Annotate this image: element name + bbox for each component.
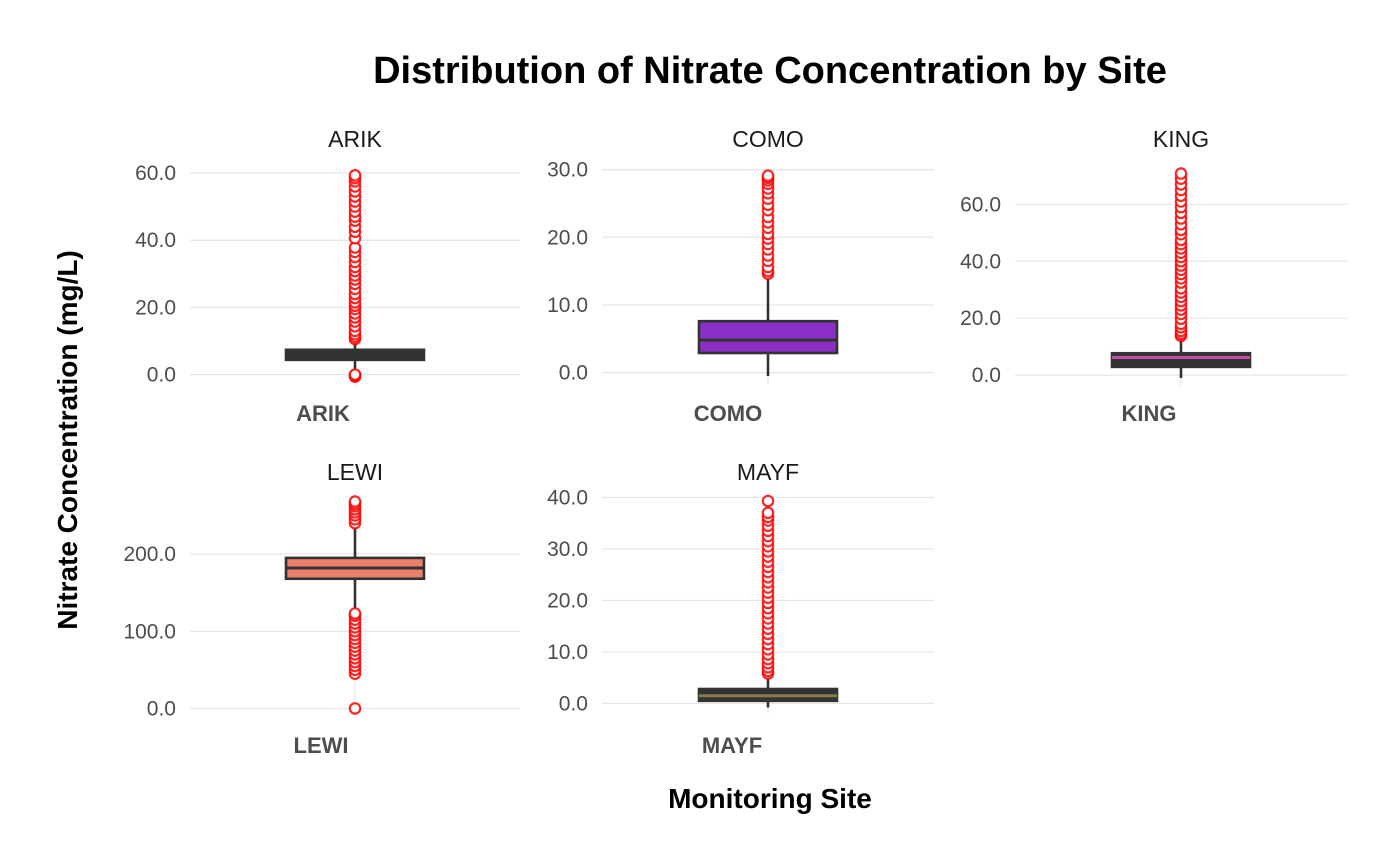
y-tick-label: 60.0	[960, 193, 1001, 216]
y-tick-label: 40.0	[135, 229, 176, 252]
y-tick-label: 40.0	[547, 486, 588, 509]
box-iqr	[697, 319, 839, 355]
outlier-point	[761, 506, 775, 520]
facet-panel-arik: 0.0 20.0 40.0 60.0 ARIK ARIK	[135, 126, 520, 426]
box-iqr	[1110, 351, 1252, 369]
y-tick-label: 10.0	[547, 641, 588, 664]
facet-strip-label: LEWI	[327, 459, 383, 485]
y-tick-label: 30.0	[547, 159, 588, 182]
facet-panel-lewi: 0.0 100.0 200.0 LEWI LEWI	[123, 459, 520, 758]
y-tick-label: 100.0	[123, 620, 176, 643]
y-tick-label: 0.0	[559, 362, 588, 385]
outlier-point	[761, 494, 775, 508]
x-tick-label: MAYF	[702, 733, 762, 758]
x-tick-label: ARIK	[296, 401, 350, 426]
y-tick-label: 60.0	[135, 162, 176, 185]
facet-strip-label: ARIK	[328, 126, 382, 152]
facets-group: 0.0 20.0 40.0 60.0 ARIK ARIK 0.0 10.0 20.0 30.0 CO…	[123, 126, 1347, 758]
outlier-point	[348, 495, 362, 508]
y-tick-label: 20.0	[135, 296, 176, 319]
y-tick-label: 0.0	[972, 364, 1001, 387]
y-tick-label: 40.0	[960, 250, 1001, 273]
y-tick-label: 10.0	[547, 294, 588, 317]
outlier-point	[761, 169, 775, 183]
y-tick-label: 20.0	[547, 226, 588, 249]
y-tick-label: 0.0	[147, 697, 176, 720]
facet-strip-label: MAYF	[737, 459, 799, 485]
x-axis-title: Monitoring Site	[668, 783, 872, 814]
outlier-point	[348, 702, 362, 715]
y-tick-label: 20.0	[547, 589, 588, 612]
outlier-point	[1174, 167, 1188, 180]
outlier-point	[348, 169, 362, 182]
y-tick-label: 30.0	[547, 538, 588, 561]
y-tick-label: 20.0	[960, 307, 1001, 330]
y-axis-title: Nitrate Concentration (mg/L)	[52, 250, 83, 630]
outlier-point	[348, 368, 362, 381]
y-tick-label: 0.0	[559, 692, 588, 715]
outlier-point	[348, 607, 362, 620]
facet-panel-mayf: 0.0 10.0 20.0 30.0 40.0 MAYF MAYF	[547, 459, 934, 758]
x-tick-label: KING	[1122, 401, 1177, 426]
chart-title: Distribution of Nitrate Concentration by…	[373, 50, 1167, 92]
facet-panel-como: 0.0 10.0 20.0 30.0 COMO COMO	[547, 126, 934, 426]
x-tick-label: COMO	[694, 401, 762, 426]
x-tick-label: LEWI	[294, 733, 349, 758]
facet-strip-label: KING	[1153, 126, 1209, 152]
y-tick-label: 200.0	[123, 543, 176, 566]
facet-panel-king: 0.0 20.0 40.0 60.0 KING KING	[960, 126, 1347, 426]
y-tick-label: 0.0	[147, 364, 176, 387]
facet-strip-label: COMO	[732, 126, 804, 152]
